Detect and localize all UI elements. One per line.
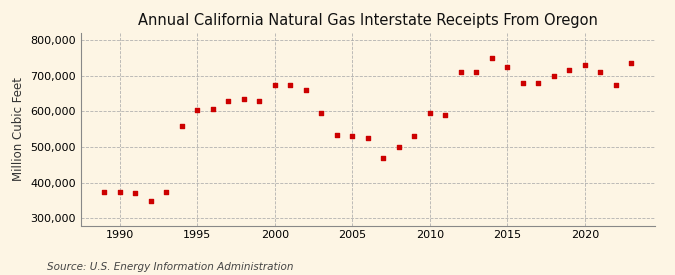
Point xyxy=(114,189,125,194)
Point xyxy=(176,123,187,128)
Point xyxy=(130,191,140,196)
Point xyxy=(161,189,171,194)
Text: Source: U.S. Energy Information Administration: Source: U.S. Energy Information Administ… xyxy=(47,262,294,272)
Point xyxy=(533,81,544,85)
Point xyxy=(378,156,389,160)
Point xyxy=(425,111,435,116)
Point xyxy=(145,198,156,203)
Point xyxy=(471,70,482,75)
Point xyxy=(549,74,560,78)
Point xyxy=(269,82,280,87)
Point xyxy=(394,145,404,149)
Point xyxy=(99,189,109,194)
Point xyxy=(564,68,575,73)
Point xyxy=(580,63,591,67)
Point xyxy=(300,88,311,92)
Point xyxy=(440,113,451,117)
Point xyxy=(626,61,637,65)
Point xyxy=(254,98,265,103)
Point xyxy=(207,107,218,111)
Point xyxy=(238,97,249,101)
Point xyxy=(362,136,373,140)
Point xyxy=(347,134,358,139)
Point xyxy=(595,70,606,75)
Point xyxy=(409,134,420,139)
Point xyxy=(502,65,513,69)
Point xyxy=(192,108,202,112)
Point xyxy=(456,70,466,75)
Point xyxy=(487,56,497,60)
Point xyxy=(611,82,622,87)
Point xyxy=(331,132,342,137)
Point xyxy=(285,82,296,87)
Y-axis label: Million Cubic Feet: Million Cubic Feet xyxy=(12,77,25,181)
Point xyxy=(518,81,529,85)
Point xyxy=(223,98,234,103)
Point xyxy=(316,111,327,116)
Title: Annual California Natural Gas Interstate Receipts From Oregon: Annual California Natural Gas Interstate… xyxy=(138,13,598,28)
